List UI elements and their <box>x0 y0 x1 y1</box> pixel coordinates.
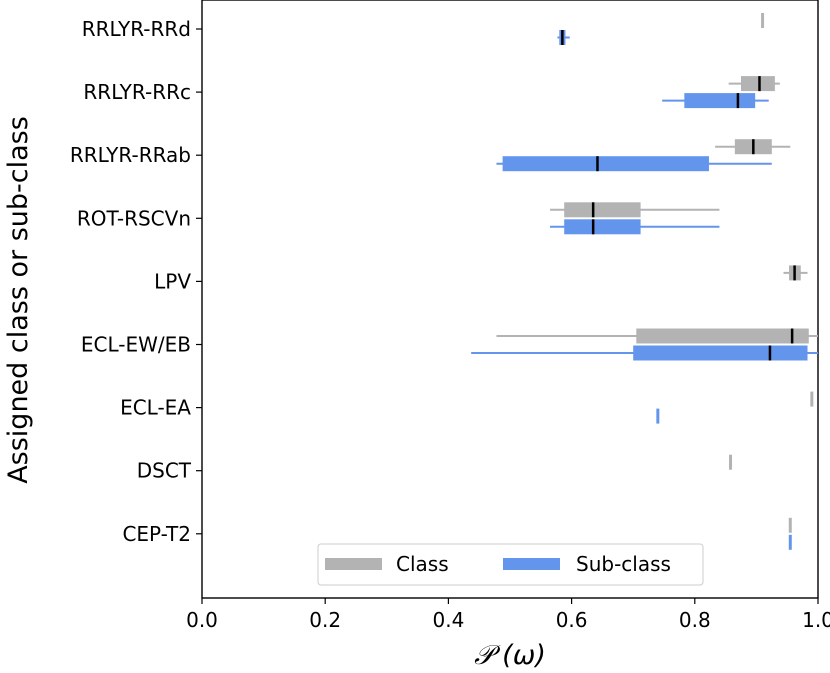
y-tick-label: RRLYR-RRab <box>70 143 191 167</box>
x-tick-label: 0.8 <box>679 608 711 632</box>
plot-area: 0.0 0.2 0.4 0.6 0.8 1.0 RRLYR-RRd RRLYR-RRc RRLY… <box>70 0 830 632</box>
legend-subclass-swatch <box>503 558 560 570</box>
subclass-box <box>684 93 756 109</box>
x-tick-label: 0.6 <box>556 608 588 632</box>
class-box <box>741 76 775 92</box>
x-tick-label: 1.0 <box>802 608 830 632</box>
legend-subclass-label: Sub-class <box>576 552 671 576</box>
axes-frame <box>201 0 819 599</box>
subclass-box <box>564 219 641 235</box>
y-tick-label: ECL-EW/EB <box>81 333 191 357</box>
y-tick-label: RRLYR-RRd <box>82 17 191 41</box>
subclass-box <box>502 156 709 172</box>
x-tick-label: 0.2 <box>309 608 341 632</box>
y-tick-label: LPV <box>154 269 191 293</box>
legend-class-label: Class <box>396 552 449 576</box>
y-axis-title: Assigned class or sub-class <box>3 116 34 484</box>
legend: Class Sub-class <box>317 543 704 586</box>
class-box <box>636 328 809 344</box>
y-tick-label: CEP-T2 <box>122 522 191 546</box>
x-axis-title: 𝒫 (ω) <box>474 640 546 671</box>
subclass-box <box>633 345 808 361</box>
legend-class-swatch <box>325 558 382 570</box>
x-tick-label: 0.0 <box>186 608 218 632</box>
y-tick-label: ROT-RSCVn <box>77 206 191 230</box>
x-tick-label: 0.4 <box>432 608 464 632</box>
y-tick-label: DSCT <box>137 459 192 483</box>
y-tick-label: ECL-EA <box>120 396 191 420</box>
class-box <box>564 202 641 218</box>
y-tick-label: RRLYR-RRc <box>83 80 191 104</box>
